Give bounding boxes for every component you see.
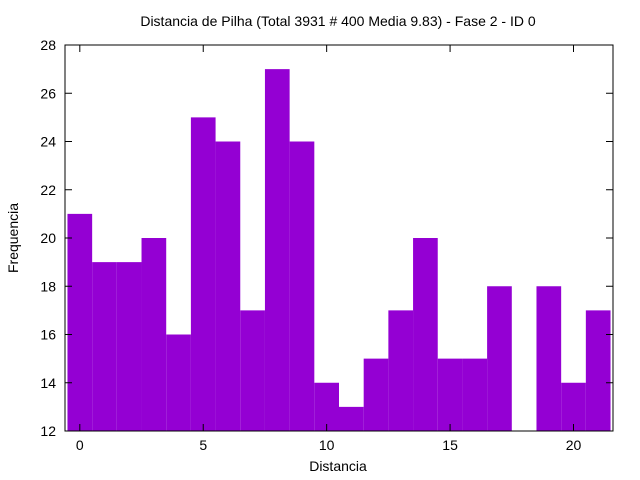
y-tick-label: 20 xyxy=(40,230,56,246)
bar xyxy=(190,117,216,431)
bars-group xyxy=(67,69,611,431)
bar xyxy=(92,262,117,431)
bar xyxy=(487,286,512,431)
x-tick-label: 0 xyxy=(76,437,84,453)
bar xyxy=(289,141,315,431)
bar xyxy=(67,213,93,431)
y-tick-label: 22 xyxy=(40,182,56,198)
bar xyxy=(363,358,389,431)
x-tick-label: 15 xyxy=(442,437,458,453)
bar xyxy=(585,310,611,431)
x-axis: 0 5 10 15 20 xyxy=(76,45,582,453)
bar xyxy=(116,262,142,431)
y-axis-label: Frequencia xyxy=(5,203,21,273)
y-tick-label: 18 xyxy=(40,278,56,294)
bar xyxy=(437,358,463,431)
y-tick-label: 14 xyxy=(40,375,56,391)
y-tick-label: 16 xyxy=(40,327,56,343)
x-tick-label: 5 xyxy=(199,437,207,453)
bar xyxy=(413,238,438,431)
y-tick-label: 26 xyxy=(40,85,56,101)
bar xyxy=(215,141,241,431)
bar xyxy=(166,334,191,431)
bar xyxy=(240,310,265,431)
bar xyxy=(339,406,364,431)
bar xyxy=(388,310,414,431)
bar xyxy=(462,358,488,431)
bar xyxy=(264,69,290,431)
bar xyxy=(141,238,167,431)
y-tick-label: 28 xyxy=(40,37,56,53)
y-tick-label: 12 xyxy=(40,423,56,439)
bar xyxy=(561,382,586,431)
x-axis-label: Distancia xyxy=(309,458,367,474)
y-tick-label: 24 xyxy=(40,134,56,150)
x-tick-label: 10 xyxy=(319,437,335,453)
bar xyxy=(536,286,562,431)
y-axis: 12 14 16 18 20 22 24 26 28 xyxy=(40,37,613,439)
chart-title: Distancia de Pilha (Total 3931 # 400 Med… xyxy=(140,13,536,29)
bar xyxy=(314,382,339,431)
x-tick-label: 20 xyxy=(566,437,582,453)
